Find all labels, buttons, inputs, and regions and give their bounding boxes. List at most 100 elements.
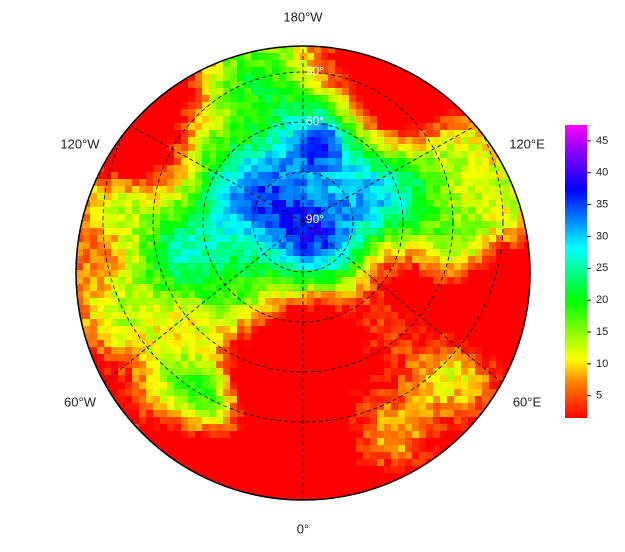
field-cell — [391, 165, 399, 173]
field-cell — [83, 186, 91, 194]
field-cell — [202, 109, 210, 117]
field-cell — [419, 67, 427, 75]
field-cell — [398, 116, 406, 124]
field-cell — [251, 221, 259, 229]
field-cell — [426, 74, 434, 82]
field-cell — [328, 95, 336, 103]
field-cell — [132, 221, 140, 229]
field-cell — [97, 242, 105, 250]
field-cell — [454, 74, 462, 82]
field-cell — [181, 144, 189, 152]
field-cell — [97, 452, 105, 460]
field-cell — [251, 305, 259, 313]
field-cell — [244, 277, 252, 285]
field-cell — [377, 431, 385, 439]
field-cell — [510, 291, 518, 299]
field-cell — [447, 179, 455, 187]
field-cell — [216, 214, 224, 222]
field-cell — [118, 200, 126, 208]
field-cell — [118, 417, 126, 425]
field-cell — [517, 466, 525, 474]
field-cell — [489, 382, 497, 390]
field-cell — [202, 347, 210, 355]
field-cell — [314, 480, 322, 488]
field-cell — [139, 340, 147, 348]
field-cell — [475, 403, 483, 411]
field-cell — [335, 60, 343, 68]
field-cell — [244, 480, 252, 488]
field-cell — [251, 172, 259, 180]
field-cell — [153, 74, 161, 82]
field-cell — [76, 494, 84, 500]
field-cell — [174, 452, 182, 460]
field-cell — [202, 424, 210, 432]
field-cell — [237, 60, 245, 68]
field-cell — [447, 263, 455, 271]
field-cell — [370, 200, 378, 208]
field-cell — [251, 445, 259, 453]
field-cell — [454, 60, 462, 68]
field-cell — [503, 410, 511, 418]
field-cell — [181, 424, 189, 432]
field-cell — [279, 88, 287, 96]
field-cell — [83, 228, 91, 236]
field-cell — [279, 123, 287, 131]
field-cell — [237, 466, 245, 474]
field-cell — [370, 319, 378, 327]
field-cell — [363, 263, 371, 271]
field-cell — [251, 417, 259, 425]
field-cell — [440, 186, 448, 194]
field-cell — [230, 305, 238, 313]
field-cell — [391, 487, 399, 495]
field-cell — [111, 270, 119, 278]
field-cell — [111, 347, 119, 355]
field-cell — [111, 368, 119, 376]
field-cell — [111, 60, 119, 68]
field-cell — [510, 123, 518, 131]
field-cell — [496, 116, 504, 124]
field-cell — [503, 452, 511, 460]
field-cell — [188, 284, 196, 292]
field-cell — [321, 326, 329, 334]
field-cell — [230, 256, 238, 264]
field-cell — [412, 242, 420, 250]
field-cell — [146, 382, 154, 390]
field-cell — [468, 319, 476, 327]
field-cell — [405, 256, 413, 264]
field-cell — [517, 116, 525, 124]
field-cell — [370, 452, 378, 460]
field-cell — [321, 452, 329, 460]
field-cell — [195, 277, 203, 285]
field-cell — [209, 214, 217, 222]
field-cell — [419, 431, 427, 439]
field-cell — [384, 88, 392, 96]
field-cell — [461, 256, 469, 264]
field-cell — [104, 179, 112, 187]
field-cell — [202, 228, 210, 236]
field-cell — [160, 396, 168, 404]
field-cell — [146, 389, 154, 397]
field-cell — [195, 130, 203, 138]
field-cell — [524, 179, 530, 187]
field-cell — [216, 109, 224, 117]
latitude-label: 90° — [306, 212, 324, 226]
field-cell — [188, 46, 196, 54]
field-cell — [230, 312, 238, 320]
field-cell — [104, 221, 112, 229]
field-cell — [76, 249, 84, 257]
field-cell — [272, 130, 280, 138]
field-cell — [272, 228, 280, 236]
field-cell — [300, 179, 308, 187]
field-cell — [314, 242, 322, 250]
field-cell — [370, 158, 378, 166]
field-cell — [391, 445, 399, 453]
field-cell — [377, 179, 385, 187]
field-cell — [370, 354, 378, 362]
field-cell — [223, 95, 231, 103]
field-cell — [293, 466, 301, 474]
field-cell — [111, 200, 119, 208]
field-cell — [342, 375, 350, 383]
field-cell — [265, 74, 273, 82]
field-cell — [314, 179, 322, 187]
field-cell — [461, 459, 469, 467]
